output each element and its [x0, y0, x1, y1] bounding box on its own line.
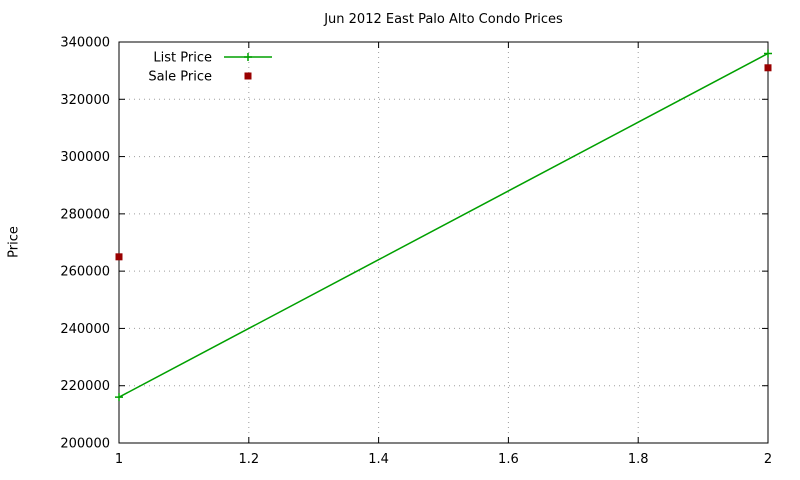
legend-label: List Price	[153, 51, 212, 66]
x-tick-label: 1	[115, 452, 123, 467]
plot-border	[118, 41, 769, 444]
square-marker	[244, 72, 252, 80]
y-tick-label: 280000	[60, 207, 110, 222]
square-marker	[115, 253, 123, 261]
chart-title: Jun 2012 East Palo Alto Condo Prices	[324, 12, 563, 27]
legend-label: Sale Price	[148, 70, 212, 85]
x-tick-label: 1.8	[628, 452, 649, 467]
x-tick-label: 1.6	[498, 452, 519, 467]
y-tick-label: 200000	[60, 437, 110, 452]
plus-marker	[244, 53, 252, 61]
x-tick-label: 1.4	[368, 452, 389, 467]
y-tick-label: 240000	[60, 322, 110, 337]
x-tick-label: 1.2	[238, 452, 259, 467]
plus-marker	[115, 393, 123, 402]
y-tick-label: 260000	[60, 265, 110, 280]
series-line	[118, 52, 769, 398]
y-tick-label: 300000	[60, 150, 110, 165]
y-tick-label: 340000	[60, 36, 110, 51]
plus-marker	[764, 49, 772, 58]
square-marker	[764, 64, 772, 72]
y-tick-label: 320000	[60, 93, 110, 108]
x-tick-label: 2	[764, 452, 772, 467]
y-tick-label: 220000	[60, 379, 110, 394]
